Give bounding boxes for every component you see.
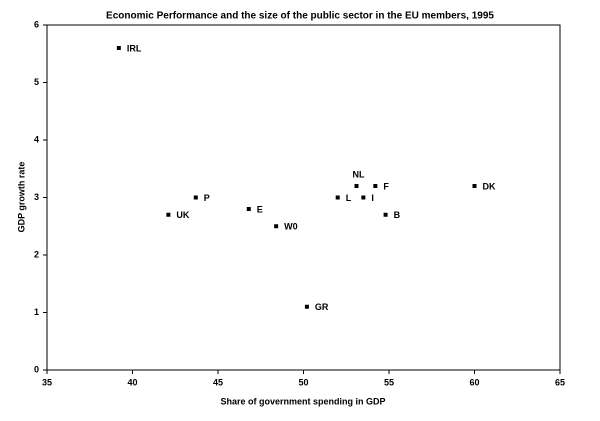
plot-area — [46, 24, 561, 371]
point-label: L — [346, 193, 352, 203]
point-label: F — [383, 181, 389, 191]
y-tick-label: 4 — [34, 134, 39, 144]
y-tick-label: 1 — [34, 307, 39, 317]
point — [246, 207, 251, 211]
point-label: E — [257, 204, 263, 214]
point — [193, 195, 198, 200]
y-tick-label: 3 — [34, 192, 39, 202]
point-label: NL — [353, 169, 365, 179]
y-tick-label: 0 — [34, 364, 39, 374]
x-tick-label: 65 — [555, 377, 565, 387]
x-tick-label: 45 — [213, 377, 223, 387]
x-tick-label: 40 — [127, 377, 137, 387]
x-tick-label: 35 — [42, 377, 52, 387]
point — [116, 46, 121, 50]
point — [373, 184, 378, 188]
y-tick-label: 5 — [34, 77, 39, 87]
point-label: DK — [483, 181, 496, 191]
point — [166, 212, 171, 217]
y-axis-label: GDP growth rate — [16, 162, 26, 233]
x-tick-label: 55 — [384, 377, 394, 387]
point-label: B — [394, 210, 401, 220]
chart-title: Economic Performance and the size of the… — [106, 11, 494, 22]
point — [361, 195, 366, 200]
point-label: W0 — [284, 222, 298, 232]
x-tick-label: 50 — [298, 377, 308, 387]
point — [335, 195, 340, 200]
point-label: IRL — [127, 43, 142, 53]
point — [274, 224, 279, 229]
x-tick-label: 60 — [469, 377, 479, 387]
point — [383, 212, 388, 217]
point-label: UK — [176, 210, 189, 220]
point-label: P — [204, 193, 210, 203]
point-label: GR — [315, 302, 329, 312]
y-tick-label: 2 — [34, 249, 39, 259]
point — [354, 184, 359, 188]
point — [472, 184, 477, 188]
y-tick-label: 6 — [34, 19, 39, 29]
x-axis-label: Share of government spending in GDP — [220, 396, 385, 406]
point-label: I — [371, 193, 374, 203]
point — [304, 304, 309, 309]
